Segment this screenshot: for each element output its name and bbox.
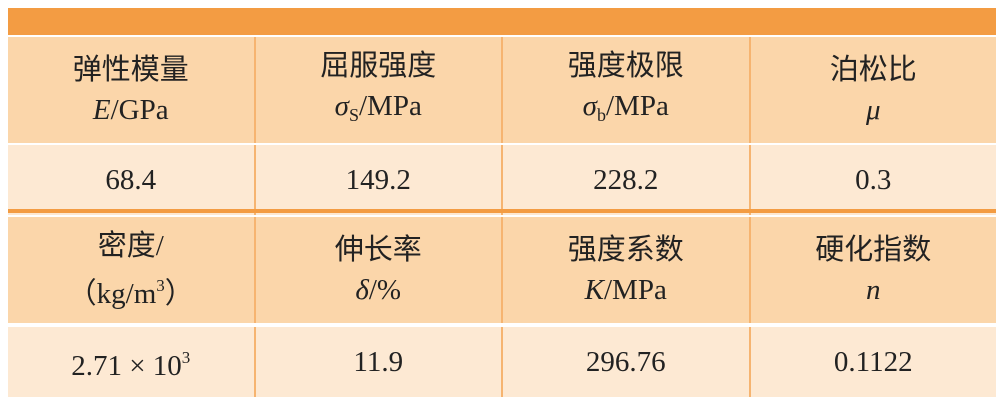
text-segment: δ bbox=[355, 274, 369, 306]
text-segment: 11.9 bbox=[353, 346, 404, 378]
text-segment: σ bbox=[582, 89, 597, 122]
text-segment: σ bbox=[334, 89, 349, 122]
text-segment: 2.71 × 10 bbox=[71, 350, 182, 382]
quantity-unit: μ bbox=[866, 90, 881, 130]
header-row: 密度/ （kg/m3） 伸长率 δ/% 强度系数 K/MPa 硬化指数 n bbox=[8, 217, 996, 323]
value-cell: 0.1122 bbox=[748, 327, 996, 397]
quantity-unit: E/GPa bbox=[93, 90, 169, 130]
value: 68.4 bbox=[105, 160, 156, 200]
header-cell: 强度系数 K/MPa bbox=[501, 217, 749, 323]
value-cell: 2.71 × 103 bbox=[8, 327, 254, 397]
quantity-name: 强度极限 bbox=[567, 49, 684, 82]
quantity-name: 硬化指数 bbox=[815, 234, 932, 266]
text-segment: 68.4 bbox=[105, 164, 157, 196]
header-bar bbox=[8, 8, 996, 35]
quantity-name: 屈服强度 bbox=[320, 49, 437, 82]
group-separator bbox=[8, 209, 996, 213]
header-cell: 弹性模量 E/GPa bbox=[8, 37, 254, 143]
value: 2.71 × 103 bbox=[71, 338, 190, 386]
text-segment: 3 bbox=[181, 348, 191, 367]
header-cell: 硬化指数 n bbox=[748, 217, 996, 323]
header-cell: 屈服强度 σS/MPa bbox=[253, 37, 501, 143]
text-segment: （kg/m bbox=[67, 278, 157, 310]
text-segment: μ bbox=[865, 94, 881, 126]
text-segment: K bbox=[584, 274, 604, 306]
header-row: 弹性模量 E/GPa 屈服强度 σS/MPa 强度极限 σb/MPa 泊松比 μ bbox=[8, 37, 996, 143]
text-segment: S bbox=[348, 104, 359, 125]
text-segment: 296.76 bbox=[585, 346, 666, 378]
value-cell: 11.9 bbox=[253, 327, 501, 397]
quantity-name: 泊松比 bbox=[829, 54, 917, 86]
text-segment: 0.1122 bbox=[833, 346, 913, 378]
value-cell: 228.2 bbox=[501, 145, 749, 215]
quantity-name: 强度系数 bbox=[567, 234, 684, 266]
quantity-name: 密度/ bbox=[97, 230, 164, 262]
value: 149.2 bbox=[346, 160, 411, 200]
header-cell: 伸长率 δ/% bbox=[253, 217, 501, 323]
value: 11.9 bbox=[353, 342, 403, 382]
text-segment: /MPa bbox=[358, 89, 422, 122]
value-cell: 296.76 bbox=[501, 327, 749, 397]
quantity-unit: σS/MPa bbox=[335, 86, 422, 135]
quantity-name: 弹性模量 bbox=[72, 54, 189, 86]
quantity-unit: K/MPa bbox=[585, 270, 667, 310]
value-cell: 149.2 bbox=[253, 145, 501, 215]
value-cell: 68.4 bbox=[8, 145, 254, 215]
value: 296.76 bbox=[586, 342, 666, 382]
quantity-name: 伸长率 bbox=[334, 234, 422, 266]
text-segment: n bbox=[866, 274, 881, 306]
quantity-unit: δ/% bbox=[355, 270, 401, 310]
text-segment: /MPa bbox=[604, 274, 667, 306]
text-segment: /MPa bbox=[605, 89, 669, 122]
value: 0.3 bbox=[855, 160, 891, 200]
value: 228.2 bbox=[593, 160, 658, 200]
text-segment: E bbox=[92, 94, 111, 126]
header-cell: 泊松比 μ bbox=[748, 37, 996, 143]
value-row: 2.71 × 103 11.9 296.76 0.1122 bbox=[8, 327, 996, 397]
quantity-unit: n bbox=[866, 270, 881, 310]
text-segment: /% bbox=[368, 274, 402, 306]
text-segment: ） bbox=[164, 278, 194, 310]
value-row: 68.4 149.2 228.2 0.3 bbox=[8, 145, 996, 215]
text-segment: 149.2 bbox=[345, 164, 411, 196]
text-segment: 0.3 bbox=[855, 164, 892, 196]
header-cell: 强度极限 σb/MPa bbox=[501, 37, 749, 143]
value: 0.1122 bbox=[834, 342, 913, 382]
text-segment: 3 bbox=[156, 276, 165, 295]
quantity-unit: （kg/m3） bbox=[68, 266, 194, 314]
header-cell: 密度/ （kg/m3） bbox=[8, 217, 254, 323]
text-segment: b bbox=[596, 104, 606, 125]
quantity-unit: σb/MPa bbox=[583, 86, 669, 135]
text-segment: /GPa bbox=[110, 94, 169, 126]
text-segment: 228.2 bbox=[593, 164, 659, 196]
value-cell: 0.3 bbox=[748, 145, 996, 215]
